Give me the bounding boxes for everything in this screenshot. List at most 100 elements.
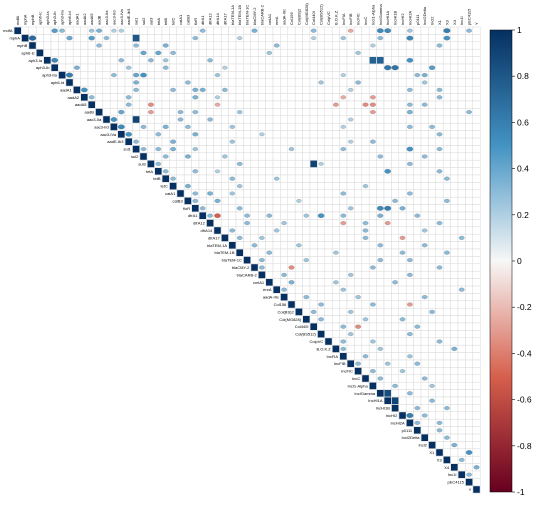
- grid-cell: [302, 219, 311, 228]
- grid-cell: [368, 71, 377, 80]
- grid-cell: [35, 41, 44, 50]
- row-label: sul1: [124, 147, 132, 152]
- grid-cell: [346, 167, 355, 176]
- grid-cell: [376, 100, 385, 109]
- corr-cell: [274, 228, 280, 233]
- grid-cell: [243, 56, 252, 65]
- grid-cell: [228, 167, 237, 176]
- grid-cell: [250, 226, 259, 235]
- grid-cell: [339, 278, 348, 287]
- grid-cell: [243, 137, 252, 146]
- grid-cell: [183, 145, 192, 154]
- corr-cell: [140, 72, 147, 78]
- grid-cell: [442, 270, 451, 279]
- grid-cell: [457, 352, 466, 361]
- grid-cell: [450, 93, 459, 102]
- grid-cell: [405, 322, 414, 331]
- grid-cell: [228, 56, 237, 65]
- grid-cell: [472, 322, 481, 331]
- grid-cell: [376, 174, 385, 183]
- grid-cell: [176, 167, 185, 176]
- corr-cell: [340, 36, 346, 41]
- grid-cell: [428, 182, 437, 191]
- corr-cell: [28, 35, 37, 41]
- grid-cell: [450, 85, 459, 94]
- grid-cell: [272, 122, 281, 131]
- grid-cell: [457, 367, 466, 376]
- grid-cell: [280, 196, 289, 205]
- row-label: sul3: [138, 161, 146, 166]
- grid-cell: [198, 159, 207, 168]
- corr-cell: [348, 117, 354, 122]
- grid-cell: [383, 322, 392, 331]
- grid-cell: [383, 48, 392, 57]
- grid-cell: [272, 204, 281, 213]
- grid-cell: [391, 285, 400, 294]
- grid-cell: [331, 26, 340, 35]
- grid-cell: [228, 78, 237, 87]
- diagonal-cell: [229, 242, 236, 249]
- grid-cell: [361, 189, 370, 198]
- grid-cell: [450, 248, 459, 257]
- grid-cell: [405, 137, 414, 146]
- grid-cell: [457, 204, 466, 213]
- grid-cell: [420, 285, 429, 294]
- grid-cell: [435, 270, 444, 279]
- grid-cell: [243, 100, 252, 109]
- grid-cell: [420, 182, 429, 191]
- grid-cell: [309, 174, 318, 183]
- grid-cell: [235, 219, 244, 228]
- grid-cell: [257, 93, 266, 102]
- grid-cell: [383, 93, 392, 102]
- grid-cell: [109, 108, 118, 117]
- grid-cell: [346, 219, 355, 228]
- grid-cell: [398, 189, 407, 198]
- grid-cell: [413, 226, 422, 235]
- grid-cell: [243, 174, 252, 183]
- grid-cell: [376, 130, 385, 139]
- corr-cell: [421, 102, 428, 107]
- grid-cell: [428, 78, 437, 87]
- grid-cell: [465, 167, 474, 176]
- corr-cell: [162, 154, 169, 159]
- grid-cell: [442, 344, 451, 353]
- grid-cell: [376, 115, 385, 124]
- grid-cell: [405, 130, 414, 139]
- corr-cell: [89, 28, 95, 33]
- grid-cell: [398, 71, 407, 80]
- grid-cell: [435, 404, 444, 413]
- grid-cell: [317, 63, 326, 72]
- grid-cell: [265, 100, 274, 109]
- corr-cell: [214, 73, 221, 78]
- grid-cell: [435, 374, 444, 383]
- grid-cell: [457, 293, 466, 302]
- grid-cell: [420, 145, 429, 154]
- grid-cell: [368, 174, 377, 183]
- grid-cell: [294, 167, 303, 176]
- grid-cell: [346, 122, 355, 131]
- grid-cell: [346, 211, 355, 220]
- grid-cell: [391, 85, 400, 94]
- grid-cell: [420, 63, 429, 72]
- grid-cell: [346, 34, 355, 43]
- corr-cell: [407, 191, 413, 196]
- grid-cell: [472, 204, 481, 213]
- grid-cell: [317, 219, 326, 228]
- diagonal-cell: [95, 108, 103, 116]
- grid-cell: [206, 93, 215, 102]
- grid-cell: [465, 219, 474, 228]
- grid-cell: [250, 219, 259, 228]
- diagonal-cell: [391, 404, 399, 412]
- grid-cell: [428, 56, 437, 65]
- grid-cell: [457, 174, 466, 183]
- corr-cell: [414, 361, 421, 366]
- grid-cell: [450, 204, 459, 213]
- grid-cell: [309, 285, 318, 294]
- grid-cell: [280, 204, 289, 213]
- grid-cell: [265, 182, 274, 191]
- grid-cell: [339, 263, 348, 272]
- grid-cell: [287, 93, 296, 102]
- grid-cell: [272, 115, 281, 124]
- corr-cell: [214, 95, 221, 100]
- grid-cell: [405, 226, 414, 235]
